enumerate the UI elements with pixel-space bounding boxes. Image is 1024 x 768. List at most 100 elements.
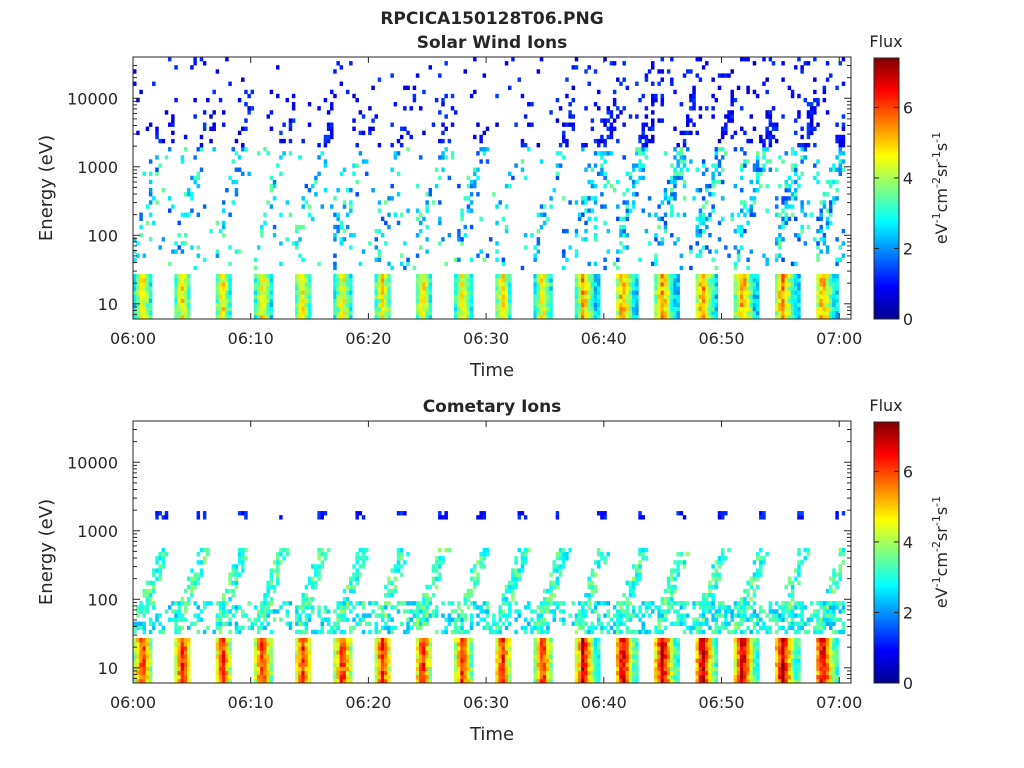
heatmap-cell (587, 196, 591, 201)
heatmap-cell (603, 556, 607, 561)
heatmap-cell (415, 282, 420, 287)
heatmap-cell (778, 278, 782, 283)
heatmap-cell (533, 670, 537, 676)
heatmap-cell (187, 298, 191, 303)
heatmap-cell (368, 106, 372, 111)
heatmap-cell (835, 282, 839, 287)
heatmap-cell (752, 282, 757, 287)
heatmap-cell (339, 629, 344, 635)
heatmap-cell (784, 220, 788, 226)
heatmap-cell (517, 568, 522, 573)
heatmap-cell (469, 208, 474, 213)
heatmap-cell (708, 609, 712, 614)
heatmap-cell (161, 625, 166, 631)
heatmap-cell (148, 646, 153, 651)
heatmap-cell (838, 257, 842, 262)
heatmap-cell (736, 273, 741, 279)
heatmap-cell (174, 609, 178, 614)
heatmap-cell (596, 617, 601, 622)
heatmap-cell (177, 654, 181, 659)
heatmap-cell (269, 597, 274, 602)
heatmap-cell (635, 670, 639, 676)
heatmap-cell (647, 613, 652, 618)
heatmap-cell (295, 617, 299, 622)
heatmap-cell (765, 257, 769, 262)
heatmap-cell (730, 93, 734, 99)
heatmap-cell (295, 282, 299, 287)
heatmap-cell (555, 564, 560, 569)
heatmap-cell (495, 674, 499, 680)
heatmap-cell (333, 674, 337, 680)
heatmap-cell (606, 134, 611, 140)
heatmap-cell (616, 265, 620, 271)
heatmap-cell (533, 650, 537, 655)
heatmap-cell (301, 601, 305, 606)
heatmap-cell (724, 130, 728, 136)
heatmap-cell (587, 601, 591, 606)
heatmap-cell (692, 89, 696, 95)
heatmap-cell (183, 294, 188, 299)
heatmap-cell (584, 666, 588, 672)
heatmap-cell (457, 237, 461, 242)
heatmap-cell (638, 605, 642, 610)
heatmap-cell (358, 110, 363, 115)
heatmap-cell (133, 81, 137, 86)
heatmap-cell (593, 233, 598, 238)
heatmap-cell (377, 286, 382, 291)
heatmap-cell (215, 249, 220, 254)
heatmap-cell (778, 183, 782, 189)
heatmap-cell (536, 617, 541, 622)
heatmap-cell (457, 302, 461, 308)
heatmap-cell (183, 273, 188, 279)
heatmap-cell (342, 658, 347, 663)
heatmap-cell (523, 556, 528, 561)
heatmap-cell (698, 233, 703, 238)
heatmap-cell (352, 171, 356, 177)
heatmap-cell (736, 310, 741, 316)
heatmap-cell (574, 249, 579, 254)
heatmap-cell (196, 212, 201, 217)
heatmap-cell (733, 245, 738, 250)
heatmap-cell (765, 261, 769, 267)
heatmap-cell (635, 314, 639, 320)
heatmap-cell (453, 658, 458, 663)
heatmap-cell (790, 306, 795, 312)
heatmap-cell (663, 302, 668, 308)
heatmap-cell (577, 662, 582, 667)
heatmap-cell (155, 126, 159, 131)
heatmap-cell (384, 678, 388, 684)
heatmap-cell (555, 118, 560, 123)
heatmap-cell (508, 605, 512, 610)
heatmap-cell (387, 650, 391, 655)
solar-plot-frame (132, 56, 852, 320)
heatmap-cell (269, 298, 274, 303)
heatmap-cell (193, 175, 197, 181)
heatmap-cell (520, 142, 525, 148)
heatmap-cell (215, 625, 220, 631)
heatmap-cell (701, 306, 706, 312)
heatmap-cell (304, 642, 309, 647)
heatmap-cell (635, 282, 639, 287)
heatmap-cell (676, 564, 680, 569)
heatmap-cell (365, 547, 369, 553)
heatmap-cell (307, 678, 312, 684)
heatmap-cell (768, 142, 773, 148)
heatmap-cell (295, 245, 299, 250)
heatmap-cell (800, 134, 804, 140)
heatmap-cell (473, 568, 477, 573)
heatmap-cell (298, 637, 302, 643)
heatmap-cell (698, 290, 703, 295)
heatmap-cell (415, 617, 420, 622)
heatmap-cell (298, 654, 302, 659)
heatmap-cell (260, 650, 264, 655)
heatmap-cell (581, 294, 585, 299)
heatmap-cell (724, 621, 728, 626)
heatmap-cell (349, 294, 353, 299)
heatmap-cell (387, 670, 391, 676)
heatmap-cell (711, 306, 715, 312)
heatmap-cell (142, 650, 147, 655)
heatmap-cell (666, 200, 671, 205)
heatmap-cell (260, 302, 264, 308)
heatmap-cell (148, 302, 153, 308)
heatmap-cell (685, 601, 690, 606)
